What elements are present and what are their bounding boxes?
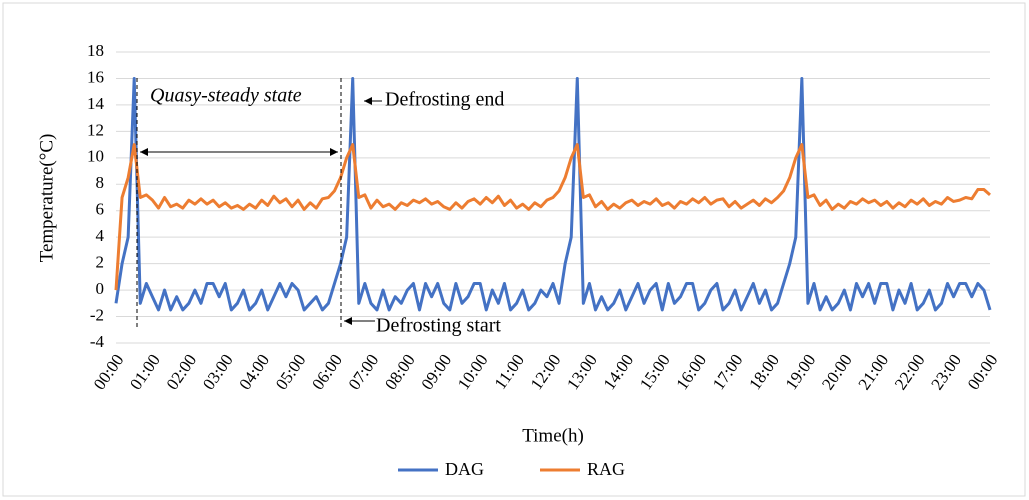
y-tick-label: 18	[87, 41, 104, 60]
y-tick-label: 6	[96, 200, 105, 219]
legend: DAG RAG	[398, 459, 625, 479]
y-tick-label: 0	[96, 279, 105, 298]
annotation: Defrosting end	[385, 89, 504, 111]
y-tick-label: -4	[90, 332, 105, 351]
legend-label: RAG	[587, 459, 625, 479]
data-line	[114, 143, 991, 291]
annotation: Quasy-steady state	[150, 85, 302, 107]
y-tick-label: 10	[87, 147, 104, 166]
x-axis-title: Time(h)	[522, 425, 584, 446]
y-tick-label: 12	[87, 120, 104, 139]
plot	[114, 76, 992, 312]
y-tick-label: -2	[90, 305, 104, 324]
y-tick-label: 8	[96, 173, 105, 192]
legend-label: DAG	[445, 459, 484, 479]
annotation: Defrosting start	[376, 315, 501, 337]
y-axis-title: Temperature(°C)	[36, 134, 57, 263]
data-line	[114, 76, 992, 312]
y-tick-label: 4	[96, 226, 105, 245]
y-tick-label: 16	[87, 67, 104, 86]
y-tick-label: 2	[96, 253, 105, 272]
y-tick-label: 14	[87, 94, 105, 113]
